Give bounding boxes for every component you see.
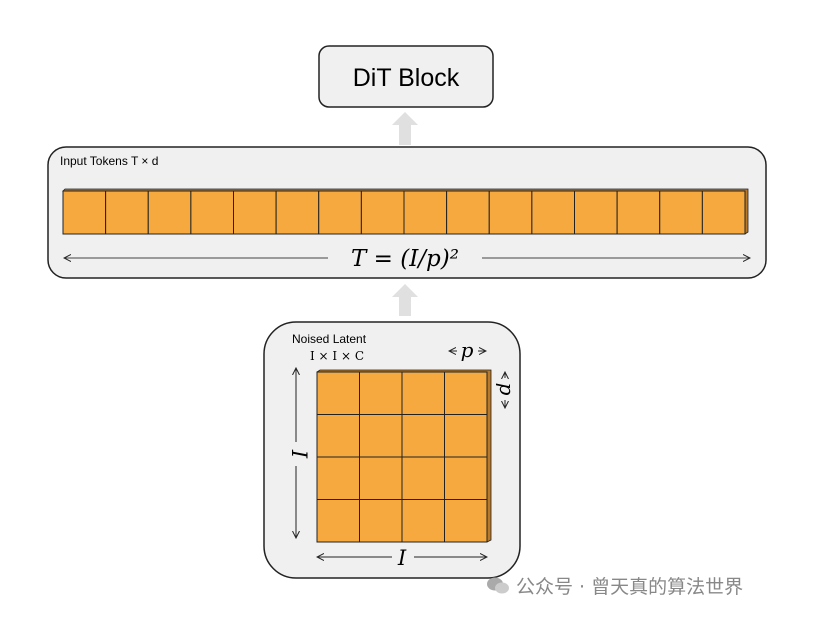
token-cell: [233, 190, 277, 235]
latent-patch: [359, 499, 403, 543]
latent-grid: [316, 369, 492, 543]
latent-patch: [316, 456, 360, 500]
token-cell: [701, 190, 746, 235]
up-arrow-icon: [392, 284, 418, 316]
patch-width-label: p: [461, 338, 474, 362]
latent-patch: [401, 499, 445, 543]
latent-patch: [316, 499, 360, 543]
token-cell: [446, 190, 490, 235]
token-strip: [62, 188, 749, 235]
token-cell: [659, 190, 703, 235]
latent-patch: [401, 371, 445, 415]
token-cell: [147, 190, 192, 235]
token-cell: [403, 190, 448, 235]
token-cell: [531, 190, 575, 235]
token-cell: [616, 190, 661, 235]
latent-patch: [401, 456, 445, 500]
latent-patch: [444, 499, 488, 543]
noised-latent-label: Noised Latent: [292, 332, 367, 346]
latent-patch: [316, 414, 360, 458]
token-cell: [62, 190, 107, 235]
latent-patch: [359, 414, 403, 458]
latent-patch: [401, 414, 445, 458]
patch-height-label: p: [495, 383, 519, 396]
token-cell: [105, 190, 149, 235]
watermark: 公众号 · 曾天真的算法世界: [486, 572, 743, 599]
token-cell: [275, 190, 320, 235]
input-tokens-label: Input Tokens T × d: [60, 154, 158, 168]
latent-patch: [444, 456, 488, 500]
latent-patch: [444, 414, 488, 458]
wechat-icon: [487, 577, 509, 593]
latent-patch: [444, 371, 488, 415]
token-cell: [318, 190, 362, 235]
token-count-formula: T = (I/p)²: [351, 246, 459, 272]
latent-patch: [316, 371, 360, 415]
height-label: I: [287, 449, 311, 459]
token-cell: [190, 190, 234, 235]
dit-block-box: [318, 45, 494, 108]
width-label: I: [397, 546, 407, 570]
noised-latent-dims: I × I × C: [310, 349, 364, 363]
token-cell: [360, 190, 405, 235]
token-cell: [574, 190, 618, 235]
watermark-text: 公众号 · 曾天真的算法世界: [516, 576, 744, 598]
up-arrow-icon: [392, 112, 418, 145]
latent-patch: [359, 456, 403, 500]
dit-block-label: DiT Block: [353, 64, 460, 92]
token-cell: [488, 190, 533, 235]
latent-patch: [359, 371, 403, 415]
